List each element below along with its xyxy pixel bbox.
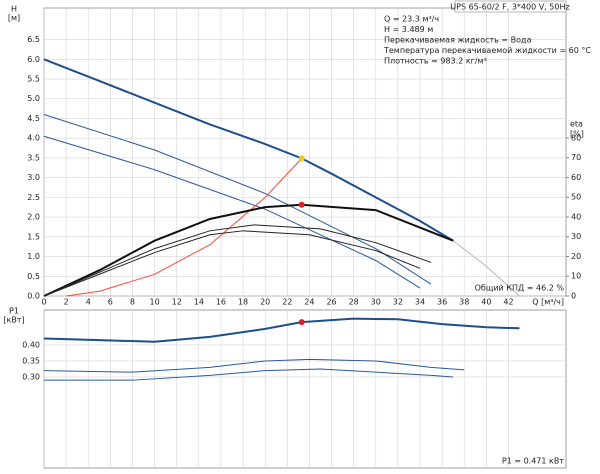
x-tick-label: 26 (326, 298, 336, 307)
y-tick-label: 3.5 (27, 153, 40, 162)
x-tick-label: 6 (108, 298, 113, 307)
y-tick-label: 5.5 (27, 75, 40, 84)
y2-tick-label: 70 (571, 153, 581, 162)
y-axis-unit: [м] (8, 14, 20, 23)
y-tick-label: 1.0 (27, 252, 40, 261)
x-tick-label: 8 (130, 298, 135, 307)
x-tick-label: 4 (86, 298, 91, 307)
y-tick-label: 6.5 (27, 35, 40, 44)
y-tick-label: 6.0 (27, 55, 40, 64)
chart-title: UPS 65-60/2 F, 3*400 V, 50Hz (450, 3, 569, 12)
x-tick-label: 30 (371, 298, 381, 307)
curve (43, 58, 454, 242)
y2-axis-unit: [%] (570, 130, 584, 139)
y2-tick-label: 0 (571, 292, 576, 301)
y-tick-label: 0.30 (22, 372, 40, 381)
y2-axis-label: eta (570, 120, 583, 129)
x-axis-label: Q [м³/ч] (532, 298, 564, 307)
y2-tick-label: 60 (571, 173, 581, 182)
y2-tick-label: 10 (571, 272, 581, 281)
curve (43, 203, 454, 297)
y-tick-label: 5.0 (27, 94, 40, 103)
curve (43, 230, 421, 297)
x-tick-label: 34 (415, 298, 425, 307)
y-tick-label: 0.40 (22, 340, 40, 349)
annotation: Температура перекачиваемой жидкости = 60… (383, 46, 591, 55)
plot-frame (43, 309, 567, 469)
x-tick-label: 0 (41, 298, 46, 307)
y-axis-unit: [кВт] (3, 316, 24, 325)
y-tick-label: 4.0 (27, 134, 40, 143)
y2-tick-label: 30 (571, 232, 581, 241)
y-tick-label: 3.0 (27, 173, 40, 182)
annotation: Плотность = 983.2 кг/м³ (384, 57, 487, 66)
x-tick-label: 24 (304, 298, 314, 307)
curve (43, 135, 421, 289)
operating-point (298, 201, 305, 208)
y2-tick-label: 20 (571, 252, 581, 261)
x-tick-label: 42 (503, 298, 513, 307)
x-tick-label: 28 (349, 298, 359, 307)
x-tick-label: 2 (64, 298, 69, 307)
y2-tick-label: 80 (571, 133, 581, 142)
curve (43, 317, 520, 343)
x-tick-label: 16 (216, 298, 226, 307)
y-tick-label: 0.5 (27, 272, 40, 281)
x-tick-label: 20 (260, 298, 270, 307)
y2-tick-label: 40 (571, 212, 581, 221)
x-tick-label: 18 (238, 298, 248, 307)
annotation: Перекачиваемая жидкость = Вода (384, 36, 532, 45)
curve (43, 114, 432, 285)
y-tick-label: 4.5 (27, 114, 40, 123)
operating-point (298, 155, 305, 162)
annotation: H = 3.489 м (384, 25, 433, 34)
y-tick-label: 2.0 (27, 213, 40, 222)
annotation: Q = 23.3 м³/ч (384, 15, 439, 24)
curve (43, 358, 465, 373)
x-tick-label: 14 (194, 298, 204, 307)
curve (66, 158, 303, 297)
x-tick-label: 10 (149, 298, 159, 307)
operating-point (298, 319, 305, 326)
curve (44, 368, 454, 381)
curve (452, 240, 520, 297)
curve (43, 224, 432, 297)
x-tick-label: 12 (172, 298, 182, 307)
efficiency-label: Общий КПД = 46.2 % (475, 284, 565, 293)
y-tick-label: 0.0 (27, 292, 40, 301)
x-tick-label: 36 (437, 298, 447, 307)
y-axis-label: H (11, 5, 17, 14)
y2-tick-label: 50 (571, 193, 581, 202)
y-tick-label: 0.35 (22, 356, 40, 365)
x-tick-label: 38 (459, 298, 469, 307)
y-tick-label: 1.5 (27, 232, 40, 241)
y-axis-label: P1 (9, 307, 19, 316)
y-tick-label: 2.5 (27, 193, 40, 202)
power-label: P1 = 0.471 кВт (502, 457, 564, 466)
x-tick-label: 40 (481, 298, 491, 307)
x-tick-label: 32 (393, 298, 403, 307)
title-box (454, 0, 567, 13)
x-tick-label: 22 (282, 298, 292, 307)
